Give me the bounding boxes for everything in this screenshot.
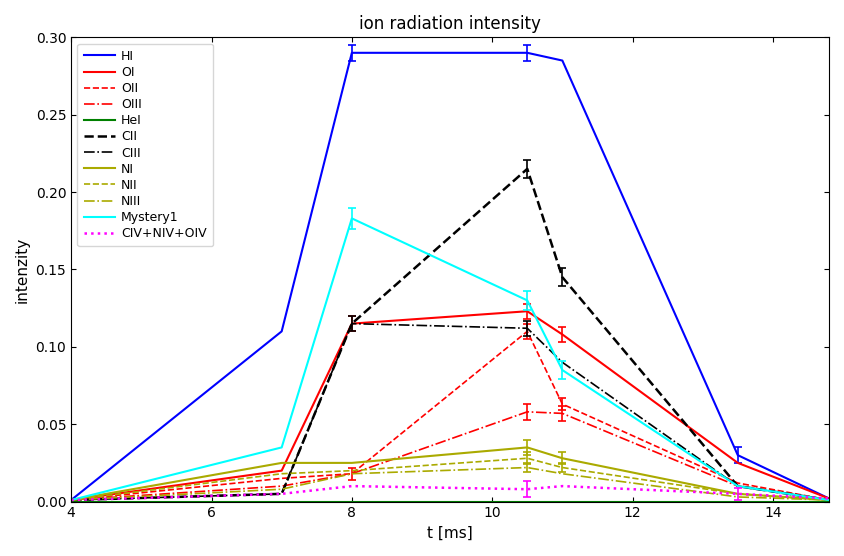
X-axis label: t [ms]: t [ms]	[427, 526, 473, 541]
Legend: HI, OI, OII, OIII, HeI, CII, CIII, NI, NII, NIII, Mystery1, CIV+NIV+OIV: HI, OI, OII, OIII, HeI, CII, CIII, NI, N…	[78, 43, 213, 246]
Y-axis label: intenzity: intenzity	[15, 236, 30, 302]
Title: ion radiation intensity: ion radiation intensity	[360, 15, 541, 33]
